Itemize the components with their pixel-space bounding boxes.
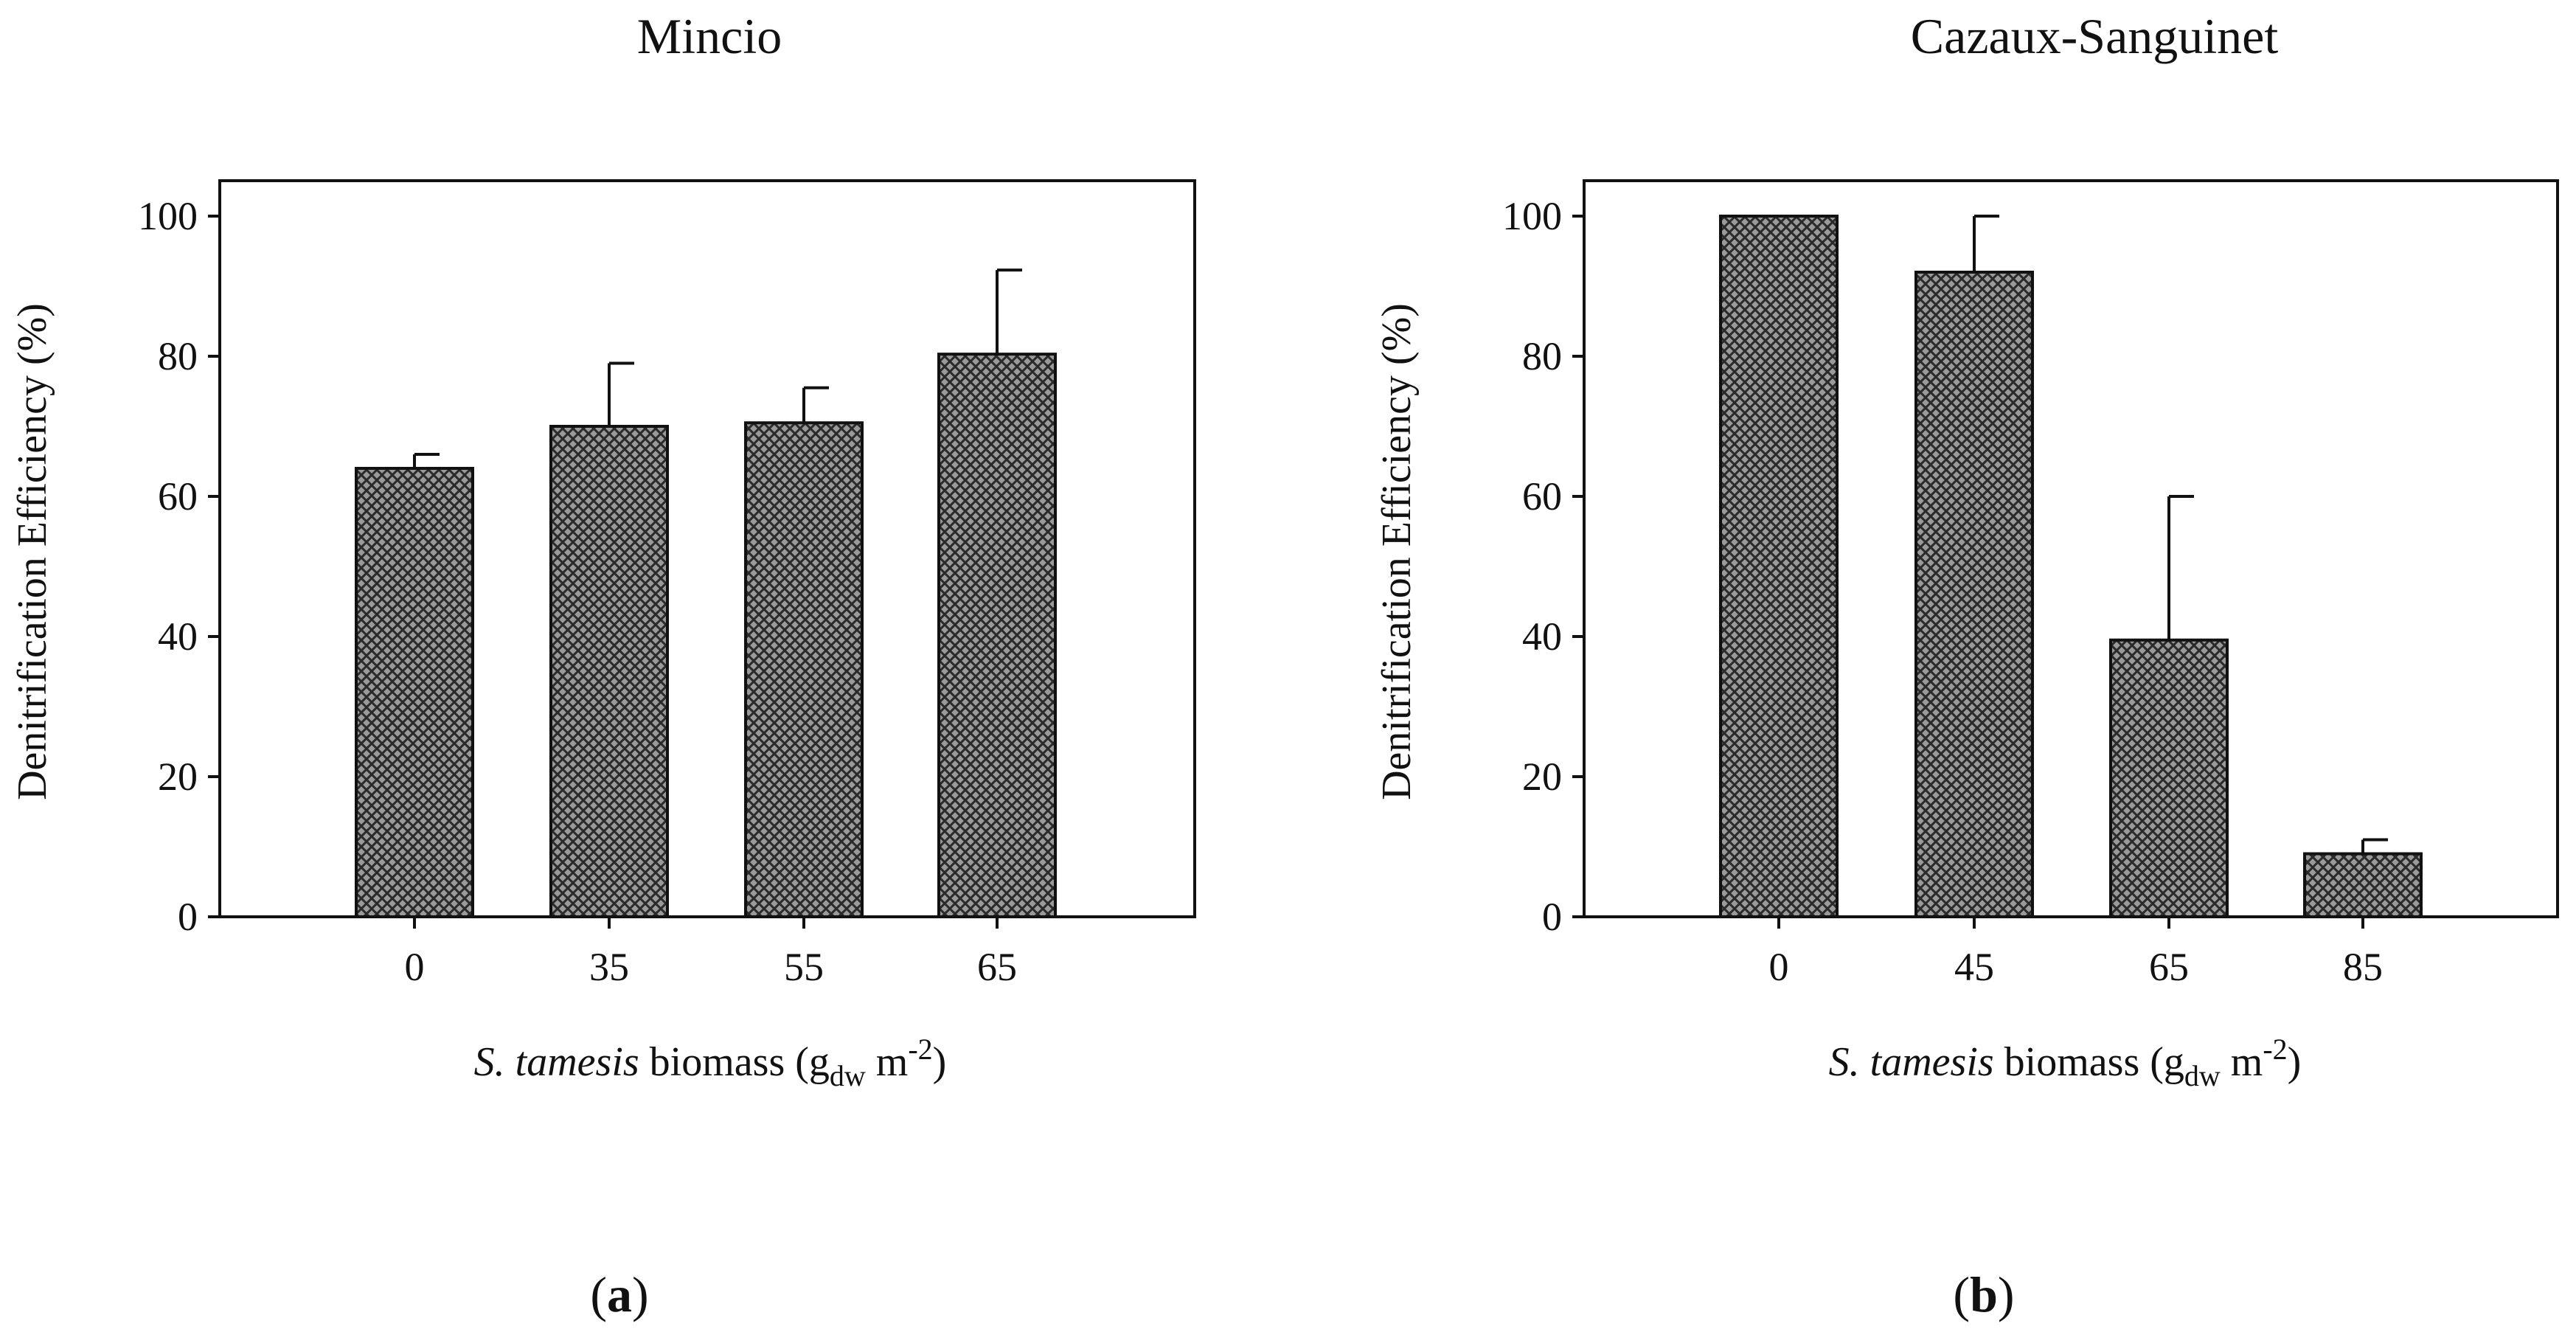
y-axis-label: Denitrification Efficiency (%) <box>10 303 55 800</box>
x-tick-label: 0 <box>405 945 425 989</box>
x-axis-label-close: ) <box>2288 1039 2302 1085</box>
x-axis-label-subscript: dw <box>830 1059 866 1092</box>
x-tick-label: 45 <box>1954 945 1994 989</box>
bar <box>2303 852 2423 918</box>
plot-area: 0 20 40 60 80 100 0 45 65 85 <box>1502 179 2559 989</box>
x-tick-label: 35 <box>589 945 629 989</box>
y-tick-label: 80 <box>1522 334 1562 378</box>
x-axis-label-close: ) <box>933 1039 947 1085</box>
y-tick-label: 0 <box>1542 895 1562 939</box>
bar <box>744 421 864 918</box>
bar <box>937 353 1057 918</box>
bar <box>1719 215 1839 918</box>
y-tick-label: 0 <box>178 895 198 939</box>
x-tick-label: 55 <box>784 945 824 989</box>
y-tick-label: 40 <box>158 614 198 659</box>
x-axis-label-text: biomass (g <box>1994 1039 2184 1085</box>
x-tick-label: 65 <box>977 945 1017 989</box>
y-tick-label: 20 <box>1522 755 1562 799</box>
x-axis-label-species: S. tamesis <box>474 1039 639 1085</box>
x-axis-label-text: biomass (g <box>639 1039 830 1085</box>
x-tick-label: 0 <box>1769 945 1789 989</box>
y-tick-label: 60 <box>158 474 198 519</box>
bar <box>2109 638 2229 918</box>
plot-area: 0 20 40 60 80 100 0 35 55 65 <box>138 179 1196 989</box>
x-axis-label: S. tamesis biomass (gdw m-2) <box>474 1033 947 1092</box>
bar <box>1914 271 2034 918</box>
chart-panel-b: Cazaux-Sanguinet 0 20 40 60 80 100 0 45 65 85 Den… <box>1374 8 2559 1322</box>
x-axis-label-unit: m <box>866 1039 909 1085</box>
chart-title: Mincio <box>637 8 782 64</box>
y-tick-label: 100 <box>138 194 198 238</box>
x-tick-label: 65 <box>2149 945 2189 989</box>
y-tick-label: 20 <box>158 755 198 799</box>
x-tick-label: 85 <box>2343 945 2383 989</box>
y-tick-label: 40 <box>1522 614 1562 659</box>
plot-frame <box>218 179 1196 918</box>
panel-label-b: (b) <box>1953 1266 2014 1322</box>
x-axis-label-species: S. tamesis <box>1829 1039 1994 1085</box>
chart-panel-a: Mincio 0 20 40 60 80 100 0 35 55 65 Denitrificati… <box>10 8 1196 1322</box>
y-tick-label: 80 <box>158 334 198 378</box>
y-tick-label: 100 <box>1502 194 1562 238</box>
panel-label-a: (a) <box>590 1266 648 1322</box>
x-axis-label-superscript: -2 <box>2263 1033 2287 1066</box>
x-axis-label-unit: m <box>2221 1039 2263 1085</box>
x-axis-label-superscript: -2 <box>908 1033 932 1066</box>
bar <box>355 467 474 918</box>
x-axis-label: S. tamesis biomass (gdw m-2) <box>1829 1033 2302 1092</box>
bar <box>549 425 669 918</box>
plot-frame <box>1583 179 2559 918</box>
y-axis-label: Denitrification Efficiency (%) <box>1374 303 1420 800</box>
y-tick-label: 60 <box>1522 474 1562 519</box>
x-axis-label-subscript: dw <box>2184 1059 2221 1092</box>
chart-title: Cazaux-Sanguinet <box>1911 8 2279 64</box>
